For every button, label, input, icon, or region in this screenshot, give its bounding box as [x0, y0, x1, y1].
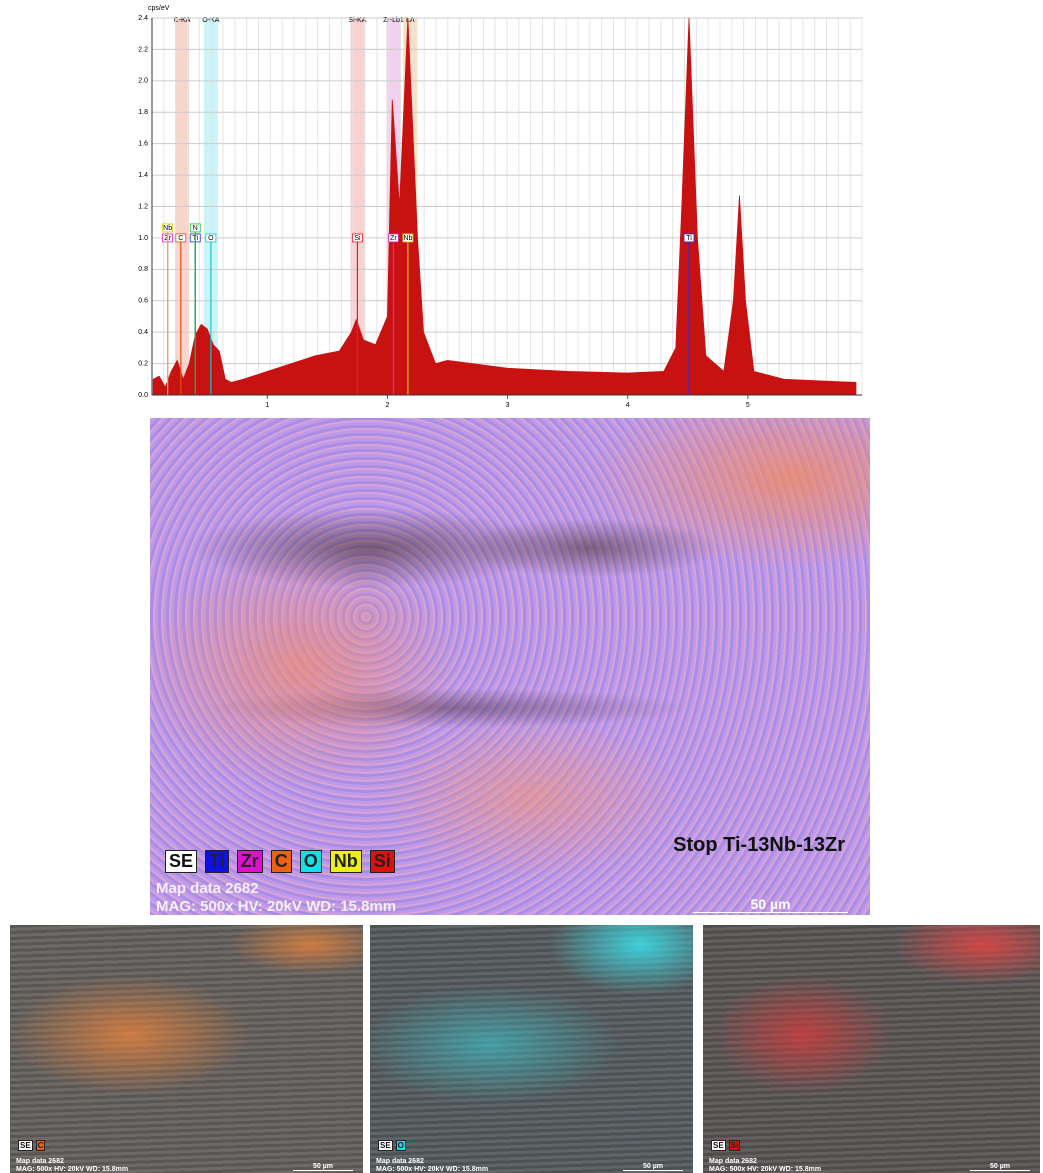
y-tick-label: 0.0 [138, 392, 148, 399]
scale-bar: 50 µm [693, 896, 848, 913]
scale-bar: 50 µm [293, 1163, 353, 1171]
map-data-label: Map data 2682 [156, 880, 259, 897]
legend-chip: SE [18, 1140, 33, 1151]
x-tick-label: 1 [265, 402, 269, 409]
x-tick-label: 2 [386, 402, 390, 409]
y-tick-label: 1.0 [138, 235, 148, 242]
legend-chip: SE [165, 850, 198, 873]
element-marker-label: O [208, 235, 214, 242]
legend-chip: SE [711, 1140, 726, 1151]
map-data-label: Map data 2682 [709, 1158, 757, 1165]
element-marker-box [388, 233, 399, 243]
legend-chip: O [395, 1140, 406, 1151]
y-tick-label: 1.6 [138, 141, 148, 148]
legend-chip: O [299, 850, 322, 873]
legend-chip: Si [369, 850, 395, 873]
scale-bar: 50 µm [970, 1163, 1030, 1171]
peak-band-label: Si-KA [348, 17, 366, 24]
legend-chip: C [35, 1140, 46, 1151]
element-marker-label: Zr [390, 235, 397, 242]
peak-band-label: Zr-Lb1 [383, 17, 404, 24]
map-title: Stop Ti-13Nb-13Zr [673, 834, 845, 856]
scale-bar: 50 µm [623, 1163, 683, 1171]
map-data-label: Map data 2682 [16, 1158, 64, 1165]
element-marker-box [352, 233, 363, 243]
map-data-label: Map data 2682 [376, 1158, 424, 1165]
y-tick-label: 2.4 [138, 15, 148, 22]
spectrum-area [152, 17, 857, 396]
map-legend: SE O [378, 1140, 406, 1151]
spectrum-chart: cps/eV C-KAO-KASi-KAZr-Lb1LA0.00.20.40.6… [138, 5, 863, 409]
legend-chip: SE [378, 1140, 393, 1151]
element-marker-label: Ti [686, 235, 692, 242]
y-tick-label: 0.4 [138, 329, 148, 336]
x-tick-label: 5 [746, 402, 750, 409]
x-tick-label: 4 [626, 402, 630, 409]
peak-band-label: LA [406, 17, 415, 24]
element-marker-label: Si [354, 235, 361, 242]
map-legend: SE Si [711, 1140, 741, 1151]
legend-chip: Ti [205, 850, 229, 873]
map-legend: SE Ti Zr C O Nb Si [165, 850, 395, 873]
element-marker-box [162, 223, 174, 233]
y-tick-label: 2.2 [138, 46, 148, 53]
y-tick-label: 2.0 [138, 78, 148, 85]
x-tick-label: 3 [506, 402, 510, 409]
legend-chip: C [270, 850, 292, 873]
y-tick-label: 1.8 [138, 109, 148, 116]
element-map-small: SE O Map data 2682 MAG: 500x HV: 20kV WD: 1… [370, 925, 693, 1173]
element-marker-box [205, 233, 217, 243]
element-marker-box [189, 223, 201, 233]
element-marker-label: C [178, 235, 183, 242]
element-map: SE Ti Zr C O Nb Si Stop Ti-13Nb-13Zr Map data … [150, 418, 870, 915]
element-map-small: SE C Map data 2682 MAG: 500x HV: 20kV WD: 1… [10, 925, 363, 1173]
legend-chip: Nb [329, 850, 362, 873]
element-marker-label: Nb [403, 235, 412, 242]
element-marker-box [175, 233, 187, 243]
map-legend: SE C [18, 1140, 46, 1151]
y-tick-label: 0.2 [138, 360, 148, 367]
y-tick-label: 0.8 [138, 266, 148, 273]
legend-chip: Zr [236, 850, 263, 873]
element-marker-box [683, 233, 695, 243]
element-marker-label: Nb [163, 225, 172, 232]
map-info: MAG: 500x HV: 20kV WD: 15.8mm [376, 1166, 489, 1173]
y-tick-label: 0.6 [138, 298, 148, 305]
map-info: MAG: 500x HV: 20kV WD: 15.8mm [709, 1166, 822, 1173]
element-marker-label: N [193, 225, 198, 232]
peak-band-label: C-KA [174, 17, 191, 24]
y-axis-label: cps/eV [148, 5, 170, 12]
y-tick-label: 1.2 [138, 203, 148, 210]
legend-chip: Si [728, 1140, 741, 1151]
map-info: MAG: 500x HV: 20kV WD: 15.8mm [16, 1166, 129, 1173]
element-marker-box [402, 233, 414, 243]
y-tick-label: 1.4 [138, 172, 148, 179]
map-info: MAG: 500x HV: 20kV WD: 15.8mm [156, 898, 397, 915]
element-map-small: SE Si Map data 2682 MAG: 500x HV: 20kV WD: … [703, 925, 1040, 1173]
